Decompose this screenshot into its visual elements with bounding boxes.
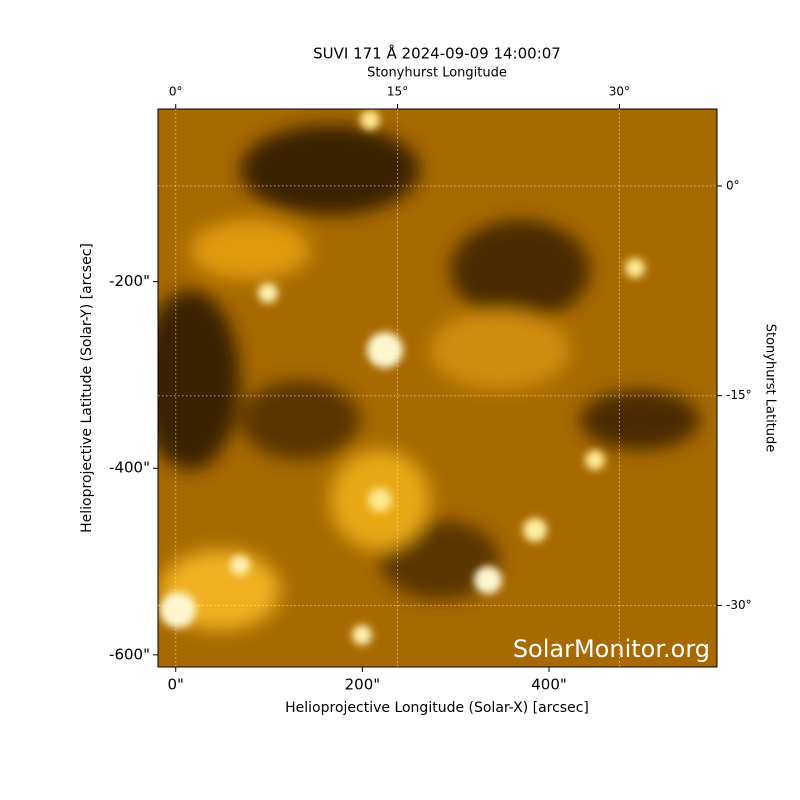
solar-image — [158, 109, 717, 667]
watermark: SolarMonitor.org — [513, 635, 710, 663]
y2-tick-label: -15° — [726, 388, 752, 402]
x-tick-label: 400" — [531, 676, 567, 694]
x2-tick-label: 15° — [387, 85, 408, 99]
y2-axis-label: Stonyhurst Latitude — [763, 324, 778, 453]
x-tick-label: 0" — [168, 676, 184, 694]
y-tick-label: -200" — [109, 272, 150, 290]
x2-axis-label: Stonyhurst Longitude — [367, 66, 507, 81]
plot-frame — [157, 108, 718, 668]
y2-tick-label: 0° — [726, 178, 740, 192]
x2-tick-label: 0° — [169, 85, 183, 99]
x-tick-label: 200" — [345, 676, 381, 694]
y-tick-label: -400" — [109, 459, 150, 477]
y-tick-label: -600" — [109, 645, 150, 663]
chart-title: SUVI 171 Å 2024-09-09 14:00:07 — [313, 44, 561, 63]
x2-tick-label: 30° — [609, 85, 630, 99]
y-axis-label: Helioprojective Latitude (Solar-Y) [arcs… — [79, 243, 95, 533]
x-axis-label: Helioprojective Longitude (Solar-X) [arc… — [285, 700, 589, 716]
y2-tick-label: -30° — [726, 598, 752, 612]
